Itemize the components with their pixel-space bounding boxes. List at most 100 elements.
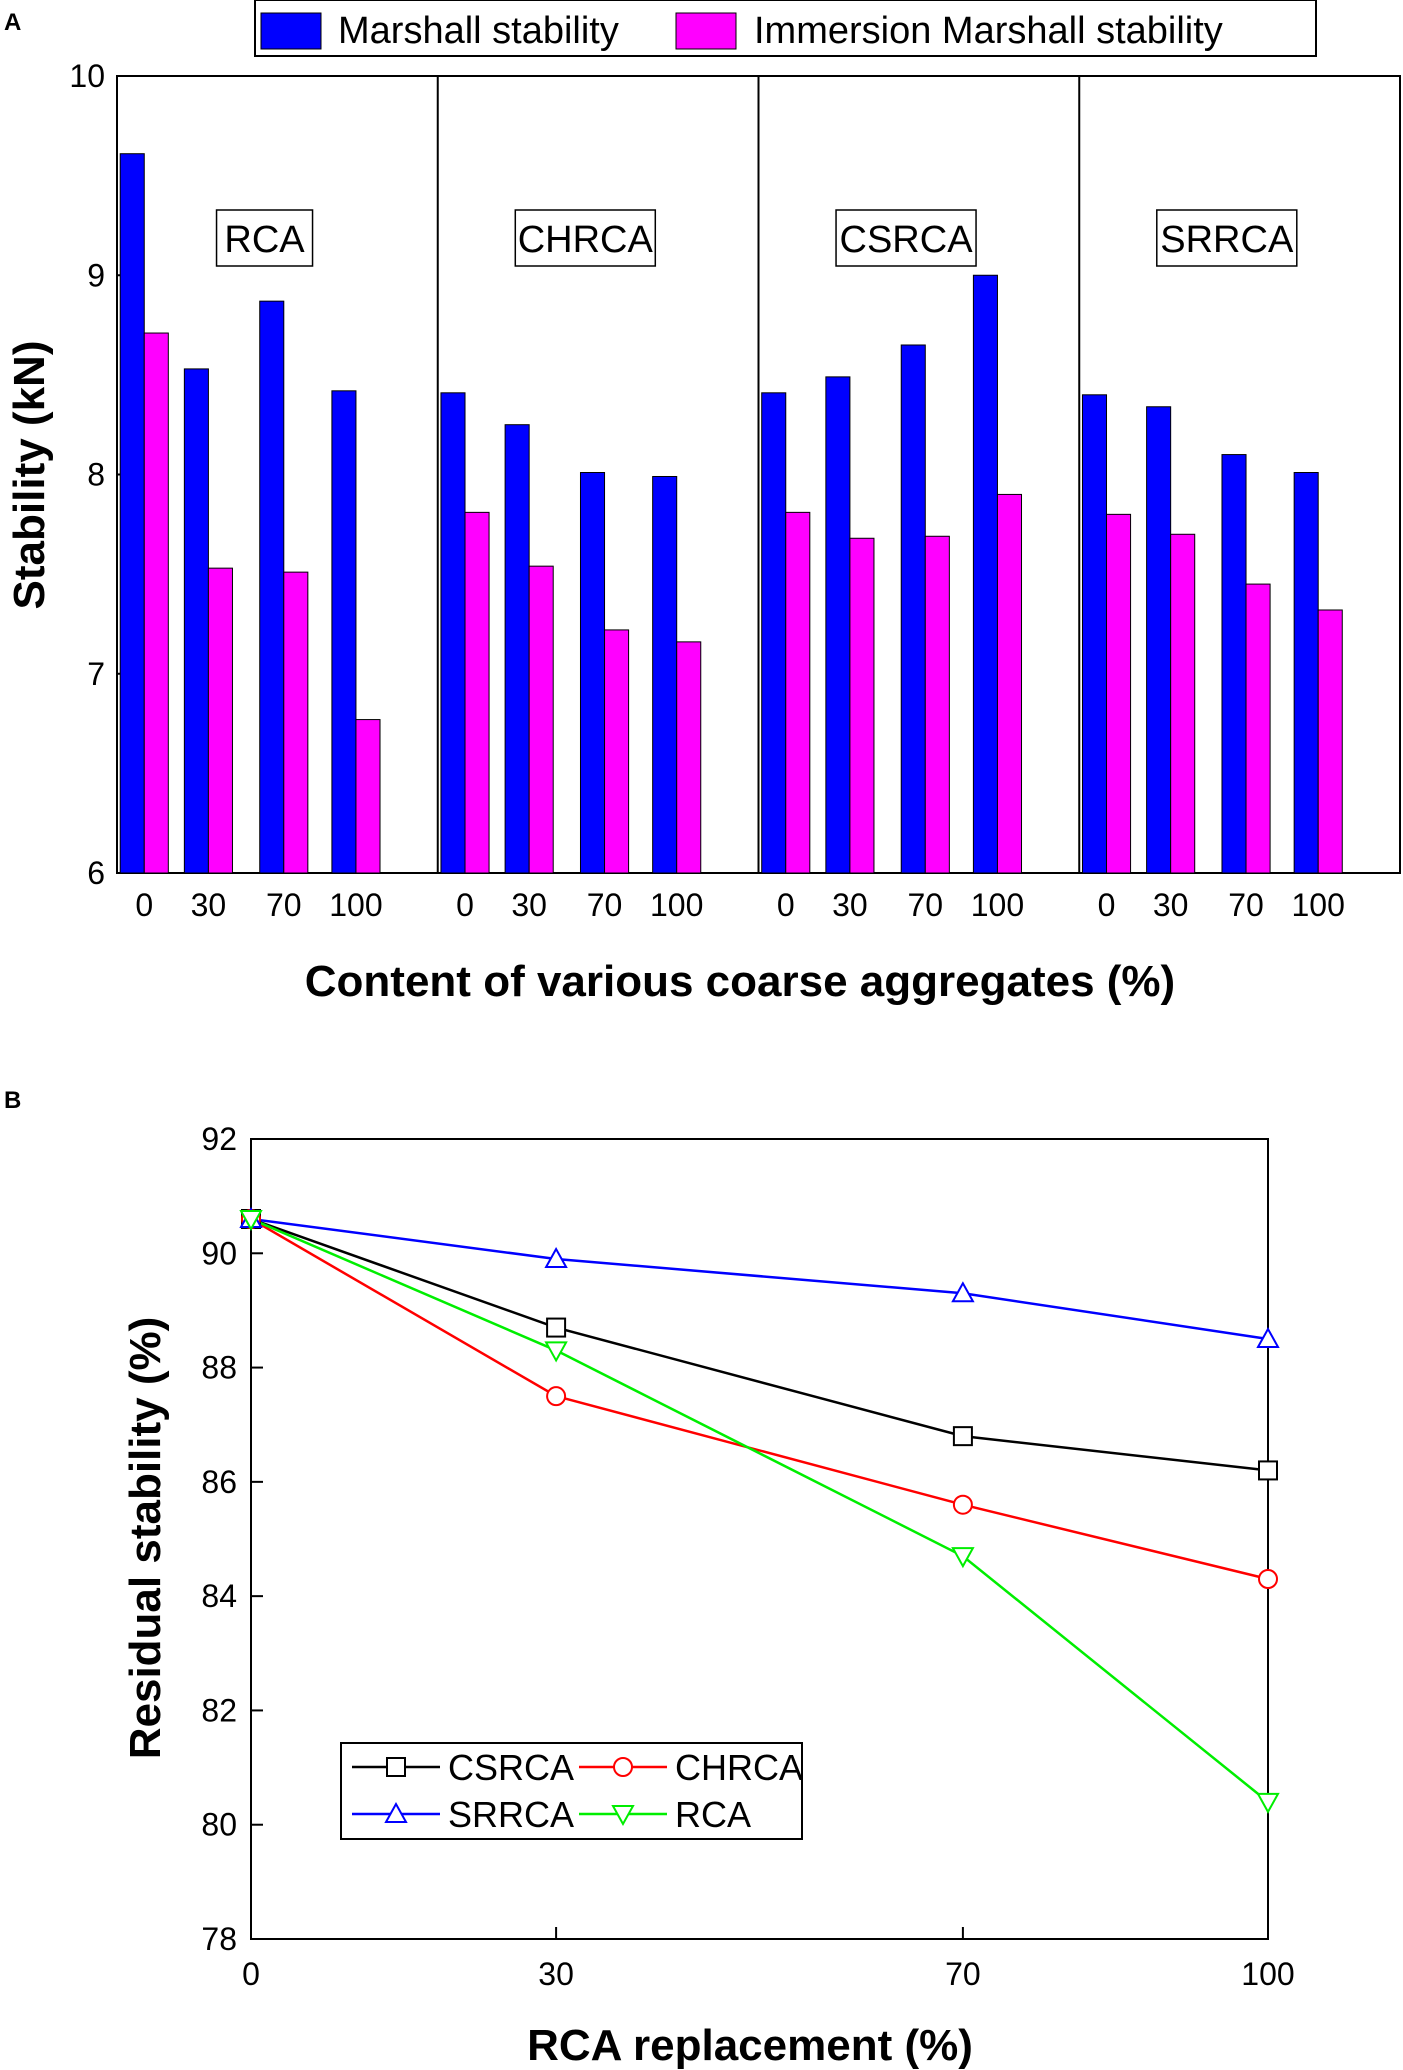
bar-marshall-srrca-70: [1221, 454, 1247, 874]
bar-marshall-srrca-0: [1081, 394, 1108, 874]
legend-marker-srrca: [384, 1801, 408, 1823]
bar-immersion-rca-0: [143, 332, 169, 874]
legend-label-marshall: Marshall stability: [338, 10, 619, 52]
bar-immersion-chrca-100: [676, 641, 702, 874]
bar-marshall-rca-0: [119, 153, 145, 874]
point-csrca-30: [546, 1317, 567, 1338]
point-csrca-70: [952, 1426, 973, 1447]
bar-immersion-srrca-0: [1106, 513, 1132, 874]
bar-immersion-rca-70: [283, 571, 309, 874]
point-srrca-30: [544, 1246, 568, 1268]
x-tick-label-a: 0: [456, 887, 474, 923]
legend-marker-chrca: [613, 1757, 633, 1777]
legend-b: CSRCA CHRCA SRRCA RCA: [340, 1742, 803, 1840]
x-tick-label-a: 70: [1228, 887, 1264, 923]
y-tick-label-b: 78: [201, 1921, 237, 1957]
group-label-csrca: CSRCA: [840, 219, 974, 261]
bar-immersion-csrca-100: [996, 493, 1023, 874]
plot-frame-b: [250, 1138, 1269, 1940]
bar-marshall-srrca-30: [1146, 406, 1172, 874]
x-axis-title-a: Content of various coarse aggregates (%): [305, 957, 1175, 1006]
bar-marshall-rca-30: [183, 368, 209, 874]
panel-label-b: B: [4, 1087, 21, 1114]
legend-b-box: [340, 1742, 803, 1840]
y-tick-label-a: 7: [87, 656, 105, 692]
x-tick-label-a: 0: [777, 887, 795, 923]
x-tick-label-b: 30: [538, 1956, 574, 1992]
bar-marshall-srrca-100: [1293, 472, 1319, 874]
legend-swatch-immersion: [675, 12, 737, 50]
bar-marshall-rca-70: [259, 300, 285, 874]
y-tick-label-a: 8: [87, 457, 105, 493]
legend-label-immersion: Immersion Marshall stability: [754, 10, 1223, 52]
x-tick-label-b: 100: [1241, 1956, 1294, 1992]
legend-a: Marshall stability Immersion Marshall st…: [254, 0, 1317, 57]
group-label-box: [514, 209, 657, 267]
group-label-rca: RCA: [224, 219, 305, 261]
x-tick-label-a: 0: [1098, 887, 1116, 923]
y-axis-title-a: Stability (kN): [5, 341, 54, 610]
bar-marshall-csrca-30: [825, 376, 851, 874]
y-tick-label-b: 82: [201, 1692, 237, 1728]
bar-marshall-csrca-0: [761, 392, 787, 874]
bar-immersion-rca-100: [355, 719, 381, 874]
x-tick-label-a: 30: [832, 887, 868, 923]
y-tick-label-b: 84: [201, 1578, 237, 1614]
point-srrca-100: [1256, 1326, 1280, 1348]
panel-label-a: A: [4, 9, 21, 36]
x-tick-label-a: 0: [135, 887, 153, 923]
bar-marshall-chrca-70: [579, 472, 606, 874]
y-axis-title-b: Residual stability (%): [121, 1317, 170, 1760]
bar-immersion-srrca-70: [1245, 583, 1271, 874]
x-axis-title-b: RCA replacement (%): [527, 2021, 973, 2070]
legend-label-rca: RCA: [675, 1794, 751, 1835]
group-label-box: [215, 209, 314, 267]
point-rca-30: [544, 1341, 568, 1363]
chart-b: B 78 80 82 84 86 88 90 92 0 30 70 100 Residual stab…: [4, 1087, 1295, 2070]
legend-label-chrca: CHRCA: [675, 1747, 803, 1788]
bar-marshall-rca-100: [331, 390, 357, 874]
x-tick-label-a: 100: [1292, 887, 1345, 923]
x-tick-label-a: 70: [266, 887, 302, 923]
bar-marshall-chrca-30: [504, 424, 530, 874]
y-tick-label-b: 86: [201, 1464, 237, 1500]
point-chrca-100: [1258, 1569, 1278, 1589]
point-srrca-70: [951, 1281, 975, 1303]
y-tick-label-b: 92: [201, 1121, 237, 1157]
y-tick-label-a: 6: [87, 855, 105, 891]
point-rca-100: [1256, 1792, 1280, 1814]
point-chrca-30: [546, 1386, 567, 1407]
group-label-box: [1156, 209, 1298, 267]
bar-immersion-srrca-30: [1170, 533, 1196, 874]
x-tick-label-a: 30: [1153, 887, 1189, 923]
point-rca-0: [239, 1210, 263, 1232]
bar-marshall-csrca-70: [900, 344, 926, 874]
x-tick-label-a: 70: [907, 887, 943, 923]
x-tick-label-a: 70: [587, 887, 623, 923]
x-tick-label-a: 30: [191, 887, 227, 923]
series-line-chrca: [250, 1217, 1269, 1581]
y-tick-label-b: 80: [201, 1807, 237, 1843]
bar-immersion-csrca-70: [924, 535, 950, 874]
y-tick-label-a: 10: [69, 58, 105, 94]
x-tick-label-b: 70: [945, 1956, 981, 1992]
bar-immersion-chrca-70: [604, 629, 630, 874]
legend-swatch-marshall: [260, 12, 322, 50]
bar-immersion-srrca-100: [1317, 609, 1343, 874]
legend-a-box: [254, 0, 1317, 57]
legend-label-csrca: CSRCA: [448, 1747, 574, 1788]
legend-marker-csrca: [386, 1757, 406, 1777]
series-line-csrca: [250, 1217, 1269, 1472]
series-line-srrca: [250, 1217, 1269, 1341]
chart-a: A 6 7 8 9 10 RCA CHRCA CSRCA SRRCA 0 30 70 100 0 30 7…: [4, 0, 1401, 1006]
group-label-box: [835, 209, 977, 267]
x-tick-label-a: 100: [650, 887, 703, 923]
bar-immersion-chrca-30: [528, 565, 554, 874]
point-rca-70: [951, 1547, 975, 1569]
bar-immersion-csrca-30: [849, 537, 875, 874]
series-line-rca: [250, 1217, 1269, 1803]
bar-marshall-csrca-100: [972, 274, 998, 874]
group-label-chrca: CHRCA: [518, 219, 654, 261]
bar-immersion-rca-30: [207, 567, 233, 874]
